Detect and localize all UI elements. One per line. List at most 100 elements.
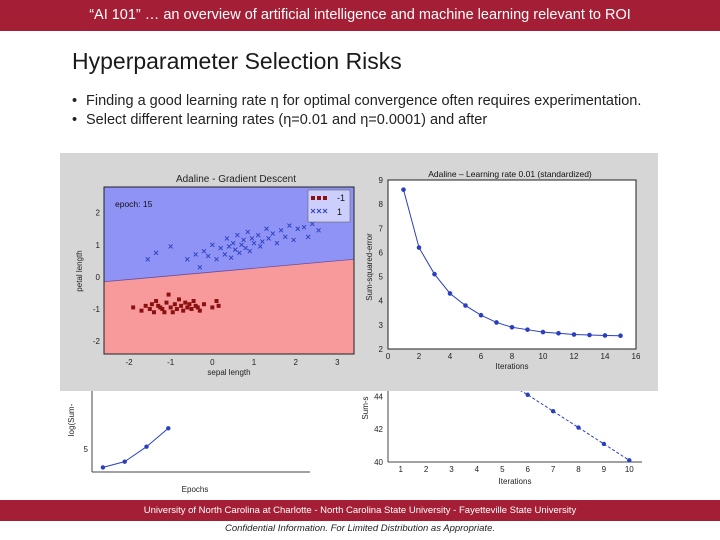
point-class-1	[214, 256, 219, 262]
log-data-point	[144, 444, 149, 449]
point-class-neg1	[158, 305, 163, 310]
point-class-1	[264, 226, 269, 232]
sse-iterations-chart: Adaline – Learning rate 0.01 (standardiz…	[365, 169, 641, 371]
x-tick-label: 8	[510, 352, 515, 361]
sse-data-point	[494, 320, 499, 325]
point-class-1	[218, 245, 223, 251]
x-axis-label: sepal length	[207, 368, 250, 377]
sse-data-point	[447, 291, 453, 296]
sse-data-point	[509, 324, 515, 330]
decision-region-scatter: Adaline - Gradient Descent epoch: 15 -1 …	[75, 174, 355, 377]
point-class-neg1	[166, 292, 171, 297]
point-class-neg1	[162, 310, 167, 315]
bullet-dot: •	[72, 93, 78, 109]
x-tick-label: 14	[601, 352, 610, 361]
sse-data-point	[432, 271, 437, 277]
point-class-neg1	[156, 303, 161, 308]
point-class-neg1	[195, 305, 200, 310]
x-tick-label: -2	[125, 358, 133, 367]
point-class-1	[185, 256, 190, 262]
class-1-region	[104, 187, 354, 282]
legend-marker-neg1	[323, 196, 327, 200]
x-tick-label: 10	[625, 465, 634, 474]
log-data-point	[122, 459, 127, 464]
x-tick-label: 16	[632, 352, 641, 361]
legend-box	[307, 189, 351, 223]
point-class-1	[257, 244, 263, 249]
point-class-1	[205, 253, 211, 259]
y-tick-label: 2	[96, 209, 101, 218]
point-class-neg1	[149, 302, 154, 307]
y-tick-label: 42	[374, 425, 383, 434]
y-tick-label: 1	[96, 241, 101, 250]
y-axis-label: log(Sum-	[67, 403, 76, 436]
point-class-neg1	[187, 302, 192, 307]
point-class-1	[153, 250, 159, 256]
legend-marker-1	[310, 208, 316, 214]
footer-universities: University of North Carolina at Charlott…	[143, 505, 577, 516]
point-class-neg1	[152, 310, 156, 315]
point-class-neg1	[202, 302, 206, 307]
y-tick-label: 40	[374, 458, 383, 467]
x-tick-label: 2	[424, 465, 429, 474]
point-class-1	[305, 234, 311, 240]
x-tick-label: 0	[386, 352, 391, 361]
point-class-neg1	[193, 303, 198, 308]
point-class-1	[222, 252, 228, 257]
x-tick-label: 12	[570, 352, 579, 361]
point-class-1	[243, 245, 248, 251]
point-class-1	[247, 248, 253, 254]
point-class-1	[168, 244, 173, 249]
x-tick-label: 6	[525, 465, 530, 474]
x-tick-label: -1	[167, 358, 175, 367]
point-class-1	[239, 242, 244, 248]
bullet-text: Finding a good learning rate η for optim…	[86, 93, 642, 109]
bullet-item: • Select different learning rates (η=0.0…	[72, 111, 672, 130]
x-axis-label: Epochs	[182, 485, 209, 494]
point-class-1	[295, 226, 301, 232]
point-class-neg1	[183, 300, 188, 305]
point-class-neg1	[139, 308, 144, 313]
point-class-1	[145, 256, 151, 262]
y-tick-label: 44	[374, 392, 383, 401]
point-class-1	[266, 236, 271, 241]
x-tick-label: 7	[551, 465, 556, 474]
point-class-neg1	[210, 305, 215, 310]
point-class-neg1	[174, 307, 179, 312]
y-tick-label: 6	[379, 248, 384, 257]
point-class-neg1	[172, 302, 177, 307]
x-tick-label: 3	[335, 358, 340, 367]
y-tick-label: 3	[379, 321, 384, 330]
point-class-neg1	[177, 297, 181, 302]
point-class-1	[210, 242, 215, 248]
chart-title: Adaline – Learning rate 0.01 (standardiz…	[428, 169, 592, 179]
sse-data-point	[401, 187, 406, 192]
point-class-1	[274, 240, 280, 246]
class-neg1-region	[104, 259, 354, 354]
sse-data-point	[463, 303, 468, 308]
x-tick-label: 3	[449, 465, 454, 474]
point-class-neg1	[214, 299, 219, 304]
bullet-dot: •	[72, 112, 78, 128]
iter-data-point	[576, 425, 581, 430]
x-tick-label: 8	[576, 465, 581, 474]
point-class-1	[226, 244, 232, 249]
point-class-neg1	[181, 308, 186, 313]
point-class-1	[291, 237, 296, 243]
point-class-neg1	[131, 305, 136, 310]
y-tick-label: 0	[96, 273, 101, 282]
point-class-1	[230, 240, 236, 246]
x-tick-label: 1	[398, 465, 403, 474]
sse-data-point	[571, 332, 577, 337]
x-tick-label: 6	[479, 352, 484, 361]
point-class-1	[249, 236, 255, 241]
x-axis-label: Iterations	[496, 362, 529, 371]
y-tick-label: 8	[379, 200, 384, 209]
error-iterations-chart: Sum-s Iterations 1 2 3 4 5 6 7 8 9 10 40 42 44	[361, 380, 642, 486]
chart-title: Adaline - Gradient Descent	[176, 174, 296, 185]
sse-data-point	[556, 331, 561, 336]
confidential-note: Confidential Information. For Limited Di…	[225, 523, 495, 534]
iter-data-point	[525, 392, 530, 397]
point-class-1	[197, 264, 203, 270]
point-class-1	[282, 234, 288, 240]
